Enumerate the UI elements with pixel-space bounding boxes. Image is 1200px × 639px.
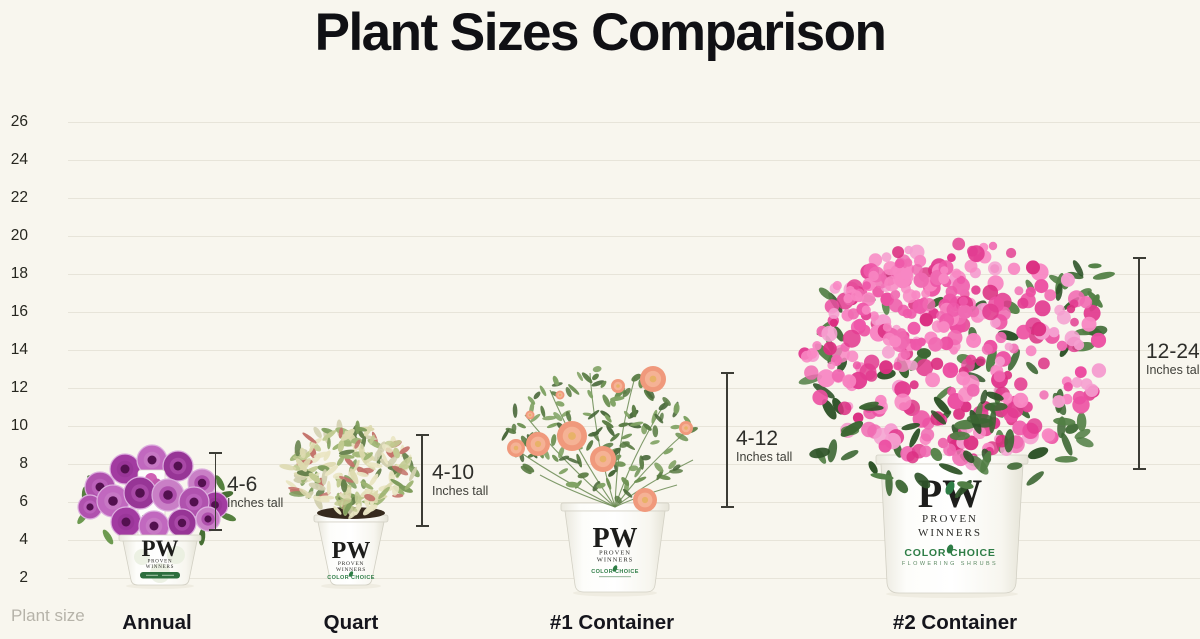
size-note-container1: 4-12 Inches tall [736, 428, 792, 465]
measure-bracket-annual [209, 452, 222, 531]
x-axis-title: Plant size [11, 606, 85, 625]
pot-brand: PW [141, 536, 178, 561]
y-axis-tick-label: 8 [19, 455, 28, 472]
pot-line2: WINNERS [597, 557, 634, 564]
category-label-container2: #2 Container [892, 611, 1018, 634]
y-axis-tick-label: 26 [10, 113, 28, 130]
y-axis-tick-label: 4 [19, 531, 28, 548]
size-note-annual: 4-6 Inches tall [227, 474, 283, 511]
roses [507, 366, 693, 512]
size-unit: Inches tall [1146, 363, 1200, 377]
y-axis-tick-label: 14 [10, 341, 28, 358]
pot-line2: WINNERS [146, 565, 174, 570]
gridline [68, 122, 1200, 123]
y-axis-tick-label: 18 [10, 265, 28, 282]
page-title: Plant Sizes Comparison [314, 3, 887, 62]
pot [875, 454, 1029, 598]
flowers-front [96, 476, 221, 542]
y-axis-tick-label: 20 [10, 227, 28, 244]
y-axis-tick-label: 24 [10, 151, 28, 168]
category-label-annual: Annual [122, 611, 192, 634]
y-axis-tick-label: 6 [19, 493, 28, 510]
plant-container1-illustration: PW PROVEN WINNERS COLOR CHOICE [501, 366, 698, 597]
gridline [68, 350, 1200, 351]
size-range: 4-6 [227, 473, 258, 496]
measure-bracket-container1 [720, 372, 734, 508]
pot-brand: PW [332, 538, 371, 564]
y-axis-tick-label: 12 [10, 379, 28, 396]
gridline [68, 274, 1200, 275]
measure-bracket-quart [415, 434, 429, 527]
gridline [68, 388, 1200, 389]
size-range: 12-24 [1146, 340, 1200, 363]
size-range: 4-12 [736, 427, 779, 450]
size-unit: Inches tall [736, 450, 793, 464]
pot-overlay [140, 572, 180, 579]
category-label-container1: #1 Container [549, 611, 675, 634]
pot-line1: PROVEN [148, 560, 173, 565]
pot-badge: COLOR CHOICE [327, 575, 375, 581]
gridline [68, 236, 1200, 237]
measure-bracket-container2 [1132, 257, 1146, 470]
y-axis-tick-label: 22 [10, 189, 28, 206]
y-axis-tick-label: 10 [10, 417, 28, 434]
size-unit: Inches tall [432, 484, 489, 498]
flowers [798, 237, 1107, 471]
pot-brand: PW [592, 523, 637, 554]
leaves-front [809, 389, 1094, 499]
size-note-container2: 12-24 Inches tall [1146, 341, 1200, 378]
gridline [68, 312, 1200, 313]
gridline [68, 198, 1200, 199]
foliage [279, 419, 420, 520]
plant-quart-illustration: PW PROVEN WINNERS COLOR CHOICE [279, 419, 420, 589]
pot-line1: PROVEN [599, 550, 631, 557]
size-range: 4-10 [432, 461, 475, 484]
pot-badge: COLOR CHOICE [591, 569, 639, 575]
plant-annual-illustration: PW PROVEN WINNERS [77, 444, 237, 589]
category-label-quart: Quart [323, 611, 379, 634]
size-unit: Inches tall [227, 496, 284, 510]
y-axis-tick-label: 16 [10, 303, 28, 320]
pot-badge2: FLOWERING SHRUBS [902, 561, 998, 567]
pot-line1: PROVEN [338, 561, 364, 567]
pot-line1: PROVEN [922, 513, 978, 525]
gridline [68, 464, 1200, 465]
y-axis-tick-label: 2 [19, 569, 28, 586]
gridline [68, 160, 1200, 161]
pot-line2: WINNERS [918, 527, 982, 539]
pot-line2: WINNERS [336, 567, 366, 573]
pot-overlay [599, 565, 631, 578]
size-note-quart: 4-10 Inches tall [432, 462, 488, 499]
plant-container2-illustration: PW PROVEN WINNERS COLOR CHOICE FLOWERING… [798, 237, 1115, 598]
pot-overlay [945, 481, 955, 554]
